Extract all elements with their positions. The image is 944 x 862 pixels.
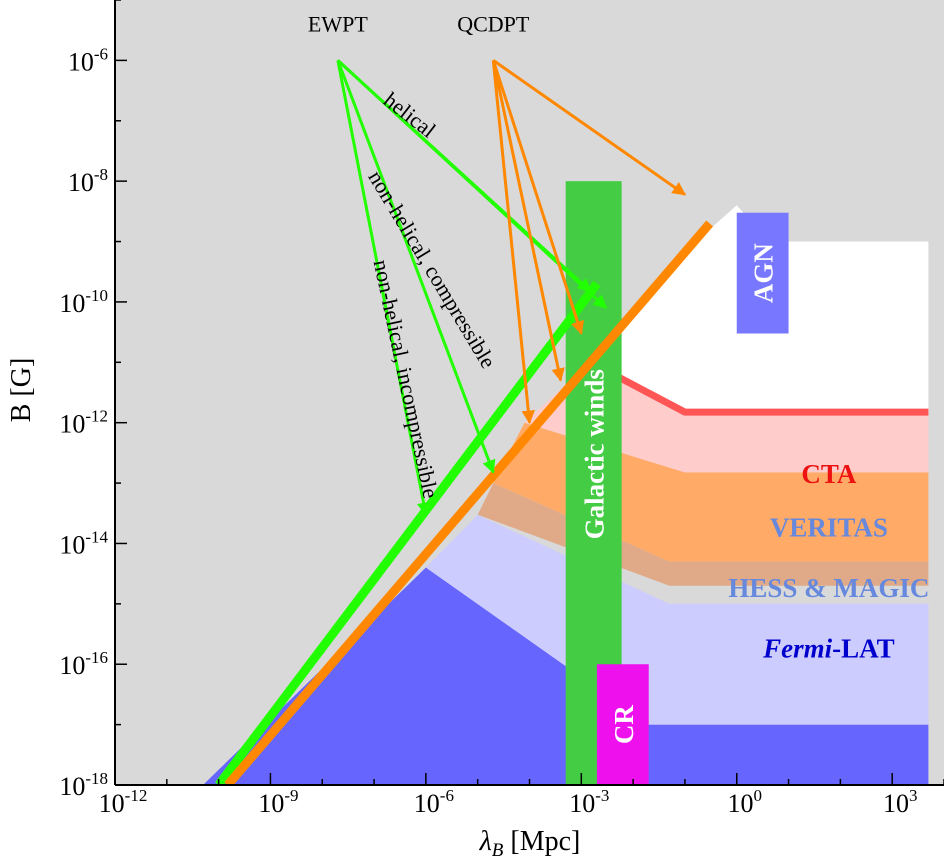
tick-label: 10-8 — [68, 165, 108, 197]
label-cr: CR — [609, 705, 639, 744]
label-fermi-lat: Fermi-LAT — [762, 633, 895, 663]
series-green-line — [215, 280, 601, 785]
tick-label: 10-6 — [414, 786, 454, 818]
label-agn: AGN — [749, 243, 779, 304]
tick-label: 10-3 — [569, 786, 609, 818]
label-hess-magic: HESS & MAGIC — [728, 573, 929, 603]
tick-label: 100 — [728, 786, 763, 818]
band-cr — [596, 664, 649, 785]
region-cta — [524, 362, 929, 473]
x-axis-title: λB [Mpc] — [479, 826, 581, 861]
arrow-qcdpt-4 — [491, 60, 536, 425]
tick-label: 10-14 — [59, 527, 108, 559]
region-fermi-lat-strong — [203, 567, 929, 785]
tick-label: 10-12 — [59, 407, 108, 439]
arrow-qcdpt-7 — [492, 59, 687, 196]
arrow-qcdpt-6 — [491, 59, 585, 335]
annotation-ewpt: EWPT — [308, 12, 368, 37]
band-agn — [736, 212, 789, 334]
tick-label: 103 — [883, 786, 918, 818]
tick-label: 10-18 — [59, 769, 108, 801]
axes — [114, 0, 944, 786]
tick-label: 10-10 — [59, 286, 108, 318]
tick-label: 10-12 — [99, 786, 148, 818]
label-cta: CTA — [801, 459, 857, 489]
chart-labels: 10-12 10-9 10-6 10-3 100 103 10-6 10-8 10-10 10-1… — [6, 12, 929, 861]
region-fermi-lat-weak — [425, 514, 929, 725]
arrow-qcdpt-5 — [491, 60, 565, 382]
series-orange-line — [224, 220, 714, 785]
tick-label: 10-9 — [258, 786, 298, 818]
y-axis-title: B [G] — [6, 358, 37, 423]
arrow-ewpt-0 — [336, 60, 431, 516]
annotation-qcdpt: QCDPT — [457, 12, 530, 37]
label-galactic-winds: Galactic winds — [580, 369, 610, 539]
tick-label: 10-6 — [68, 44, 108, 76]
cta-boundary-line — [588, 359, 929, 416]
plot-area — [115, 0, 944, 785]
arrow-ewpt-3 — [336, 59, 608, 309]
arrow-ewpt-1 — [336, 59, 496, 474]
tick-label: 10-16 — [59, 648, 108, 680]
label-veritas: VERITAS — [770, 513, 888, 543]
